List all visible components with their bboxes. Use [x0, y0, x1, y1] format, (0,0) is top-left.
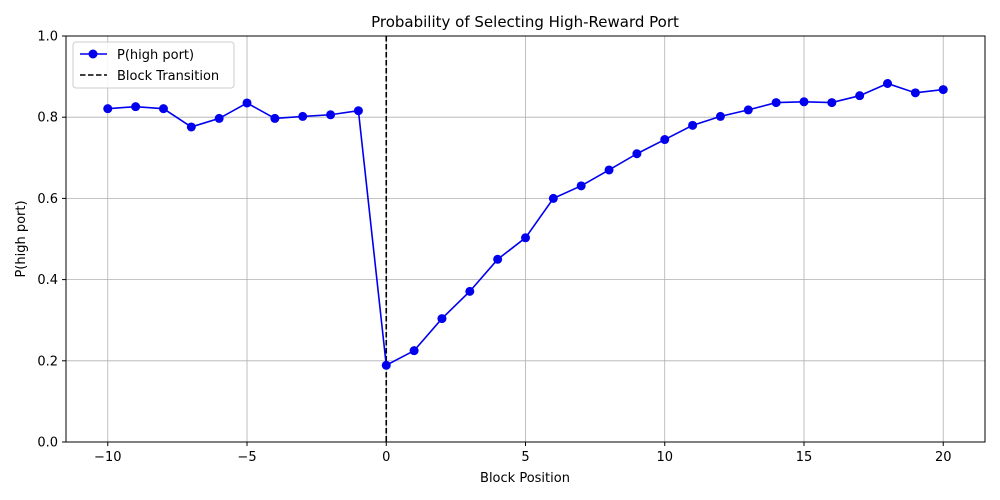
data-point [771, 98, 781, 108]
x-tick-label: 10 [656, 450, 673, 465]
data-point [827, 98, 837, 108]
data-point [186, 122, 196, 132]
data-point [326, 110, 336, 120]
data-point [576, 181, 586, 191]
data-point [131, 102, 141, 112]
y-axis-label: P(high port) [14, 200, 29, 277]
data-point [465, 286, 475, 296]
data-point [298, 111, 308, 121]
y-axis-ticks: 0.0 0.2 0.4 0.6 0.8 1.0 [37, 30, 66, 451]
y-tick-label: 0.6 [37, 192, 58, 207]
data-point [493, 254, 503, 264]
y-tick-label: 0.0 [37, 436, 58, 451]
data-point [604, 165, 614, 175]
data-point [799, 97, 809, 107]
legend-label-block-transition: Block Transition [117, 69, 219, 84]
y-tick-label: 0.2 [37, 354, 58, 369]
data-point [409, 346, 419, 356]
data-point [353, 106, 363, 116]
y-tick-label: 1.0 [37, 30, 58, 45]
x-tick-label: 15 [796, 450, 813, 465]
data-point [938, 85, 948, 95]
data-point [521, 233, 530, 243]
y-tick-label: 0.4 [37, 273, 58, 288]
data-point [715, 111, 725, 121]
legend-label-series: P(high port) [117, 48, 194, 63]
legend-entry-block-transition: Block Transition [80, 69, 219, 84]
x-tick-label: 0 [382, 450, 390, 465]
data-point [855, 91, 865, 101]
legend-entry-p-high-port: P(high port) [80, 48, 194, 63]
legend-box [72, 41, 235, 89]
x-tick-label: 20 [935, 450, 952, 465]
data-point [158, 104, 168, 114]
chart-title: Probability of Selecting High-Reward Por… [371, 13, 679, 31]
data-point [214, 113, 224, 123]
data-point [437, 314, 447, 324]
data-point [632, 149, 642, 159]
data-point [883, 79, 893, 89]
x-axis-label: Block Position [480, 471, 570, 486]
data-point [743, 105, 753, 115]
y-tick-label: 0.8 [37, 111, 58, 126]
x-tick-label: −10 [94, 450, 121, 465]
series-layer [103, 79, 948, 370]
x-tick-label: 5 [521, 450, 529, 465]
data-point [381, 360, 391, 370]
legend-marker-swatch [88, 49, 98, 59]
data-point [910, 88, 920, 98]
x-tick-label: −5 [237, 450, 256, 465]
data-point [688, 120, 698, 130]
data-point [103, 104, 113, 114]
data-point [660, 135, 670, 145]
data-point [548, 193, 558, 203]
legend: P(high port) Block Transition [72, 41, 235, 89]
x-axis-ticks: −10 −5 0 5 10 15 20 [94, 442, 952, 465]
data-point [270, 113, 280, 123]
data-point [242, 98, 252, 108]
